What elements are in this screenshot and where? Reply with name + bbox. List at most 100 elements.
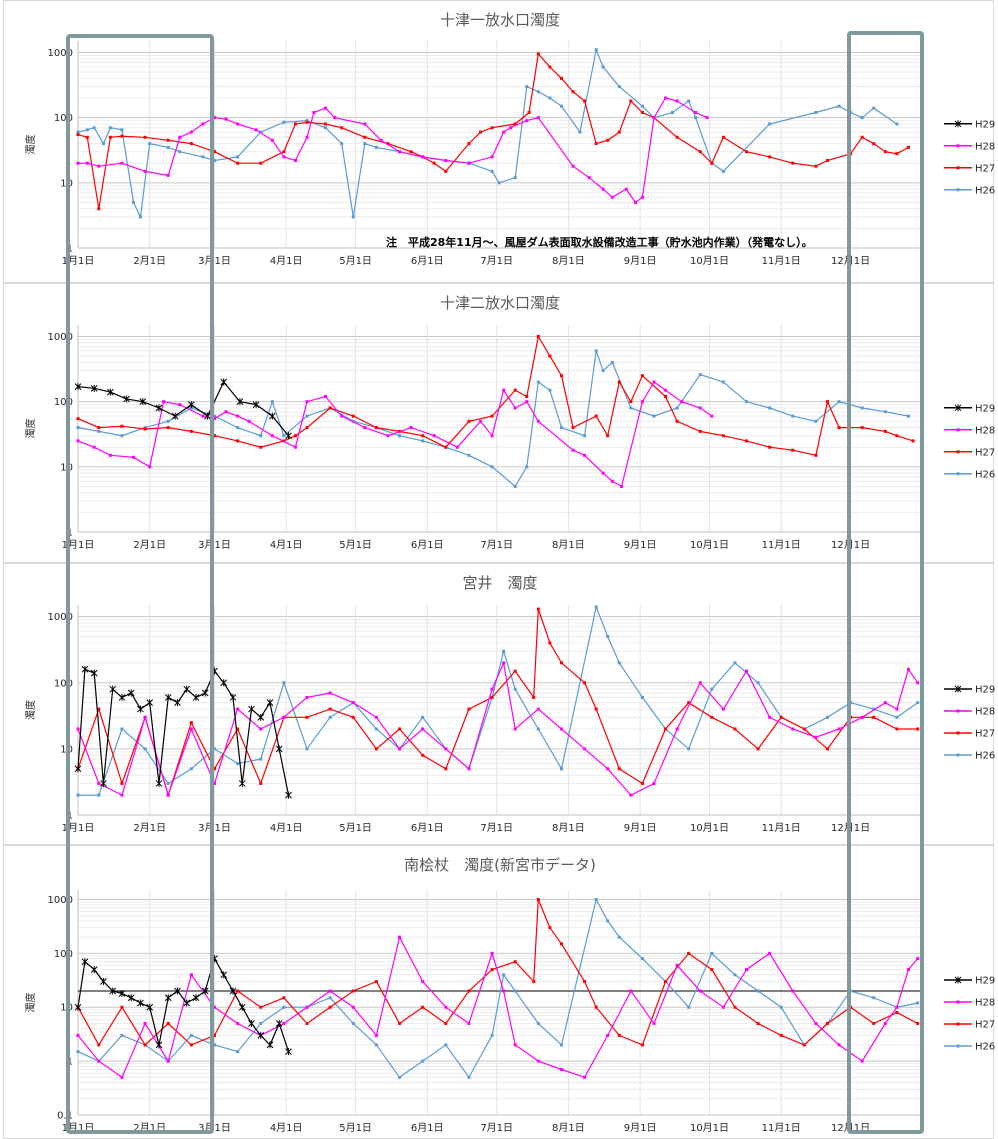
data-point <box>101 142 105 146</box>
data-point <box>238 779 246 787</box>
data-point <box>617 85 621 89</box>
data-point <box>282 155 286 159</box>
legend-label-H27: H27 <box>975 163 995 174</box>
legend-marker <box>956 472 960 476</box>
data-point <box>895 1005 899 1009</box>
data-point <box>624 187 628 191</box>
data-point <box>559 426 563 430</box>
data-point <box>745 968 749 972</box>
data-point <box>895 122 899 126</box>
data-point <box>860 715 864 719</box>
data-point <box>97 164 101 168</box>
data-point <box>444 159 448 163</box>
data-point <box>374 980 378 984</box>
data-point <box>906 414 910 418</box>
data-point <box>444 1021 448 1025</box>
data-point <box>664 96 668 100</box>
data-point <box>162 400 166 404</box>
x-tick-label: 10月1日 <box>690 539 729 551</box>
data-point <box>324 122 328 126</box>
data-point <box>578 130 582 134</box>
data-point <box>837 104 841 108</box>
data-point <box>583 453 587 457</box>
data-point <box>328 707 332 711</box>
data-point <box>108 126 112 130</box>
data-point <box>374 145 378 149</box>
data-point <box>92 126 96 130</box>
data-point <box>285 791 292 799</box>
data-point <box>664 394 668 398</box>
data-point <box>733 661 737 665</box>
data-point <box>224 410 228 414</box>
data-point <box>282 681 286 685</box>
data-point <box>236 989 240 993</box>
data-point <box>432 161 436 165</box>
data-point <box>143 715 147 719</box>
data-point <box>687 701 691 705</box>
data-point <box>178 150 182 154</box>
data-point <box>640 1043 644 1047</box>
data-point <box>333 116 337 120</box>
data-point <box>305 414 309 418</box>
data-point <box>779 1005 783 1009</box>
data-point <box>305 135 309 139</box>
data-point <box>640 781 644 785</box>
data-point <box>814 1021 818 1025</box>
data-point <box>467 142 471 146</box>
data-point <box>779 1033 783 1037</box>
data-point <box>189 429 193 433</box>
legend-label-H28: H28 <box>975 707 995 718</box>
data-point <box>236 155 240 159</box>
data-point <box>860 1059 864 1063</box>
x-tick-label: 7月1日 <box>480 822 513 834</box>
data-point <box>363 426 367 430</box>
data-point <box>282 715 286 719</box>
data-point <box>606 1033 610 1037</box>
panel-frame <box>3 845 994 1139</box>
x-tick-label: 10月1日 <box>690 255 729 267</box>
data-point <box>837 1043 841 1047</box>
data-point <box>305 426 309 430</box>
data-point <box>513 989 517 993</box>
y-axis-label: 濁度 <box>24 419 37 439</box>
data-point <box>548 641 552 645</box>
data-point <box>324 126 328 130</box>
data-point <box>490 434 494 438</box>
data-point <box>502 130 506 134</box>
data-point <box>640 104 644 108</box>
x-tick-label: 6月1日 <box>411 822 444 834</box>
data-point <box>548 926 552 930</box>
data-point <box>143 135 147 139</box>
data-point <box>513 406 517 410</box>
data-point <box>814 735 818 739</box>
y-tick-label: 1 <box>67 1057 73 1068</box>
data-point <box>687 99 691 103</box>
data-point <box>536 52 540 56</box>
data-point <box>791 414 795 418</box>
data-point <box>601 65 605 69</box>
data-point <box>236 1050 240 1054</box>
data-point <box>266 699 274 707</box>
data-point <box>559 942 563 946</box>
data-point <box>351 989 355 993</box>
data-point <box>275 1019 283 1027</box>
data-point <box>363 142 367 146</box>
data-point <box>721 434 725 438</box>
data-point <box>76 727 80 731</box>
data-point <box>351 215 355 219</box>
data-point <box>849 989 853 993</box>
panel-frame <box>3 283 994 563</box>
data-point <box>756 1021 760 1025</box>
data-point <box>745 150 749 154</box>
data-point <box>670 110 674 114</box>
data-point <box>444 445 448 449</box>
data-point <box>825 1021 829 1025</box>
data-point <box>733 727 737 731</box>
data-point <box>120 781 124 785</box>
data-point <box>374 715 378 719</box>
data-point <box>610 479 614 483</box>
data-point <box>76 161 80 165</box>
data-point <box>444 1005 448 1009</box>
data-point <box>664 727 668 731</box>
